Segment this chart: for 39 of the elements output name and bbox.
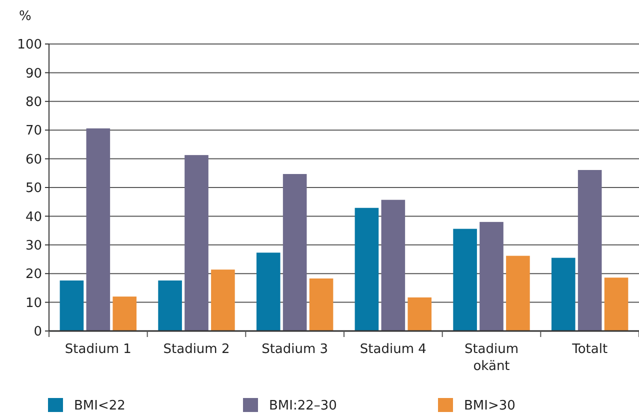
y-tick-label: 0 [34,324,42,340]
bar [578,170,602,331]
y-tick-label: 100 [17,38,42,53]
y-tick-label: 30 [25,238,42,254]
y-tick-label: 60 [25,152,42,168]
legend-label: BMI:22–30 [269,398,337,414]
bar [480,222,504,331]
bar [604,278,628,331]
bar [453,228,477,331]
y-tick-label: 80 [25,94,42,110]
y-tick-label: 90 [25,66,42,82]
x-tick-label: Totalt [571,342,608,357]
bar [60,280,84,331]
legend-label: BMI>30 [464,398,516,414]
y-tick-label: 70 [25,124,42,139]
bar [256,252,280,331]
y-tick-label: 20 [25,267,42,282]
x-tick-label: Stadium 2 [163,342,230,357]
y-tick-label: 10 [25,296,42,311]
bar [158,280,182,331]
bar [309,278,334,331]
y-axis-title: % [19,9,32,24]
x-tick-label: Stadium 3 [262,342,328,357]
bar [506,256,530,331]
bar [282,174,307,331]
bar [408,297,432,331]
bar [112,296,137,331]
x-tick-label: Stadium okänt [464,342,519,374]
y-tick-label: 40 [25,210,42,225]
bar [551,258,576,331]
bar [354,208,379,331]
x-tick-label: Stadium 4 [360,342,426,357]
y-tick-label: 50 [25,181,42,196]
bar [184,155,208,331]
bar [381,200,406,331]
x-tick-label: Stadium 1 [64,342,132,357]
bar [86,128,110,331]
bar [211,270,235,331]
legend-label: BMI<22 [74,398,126,414]
